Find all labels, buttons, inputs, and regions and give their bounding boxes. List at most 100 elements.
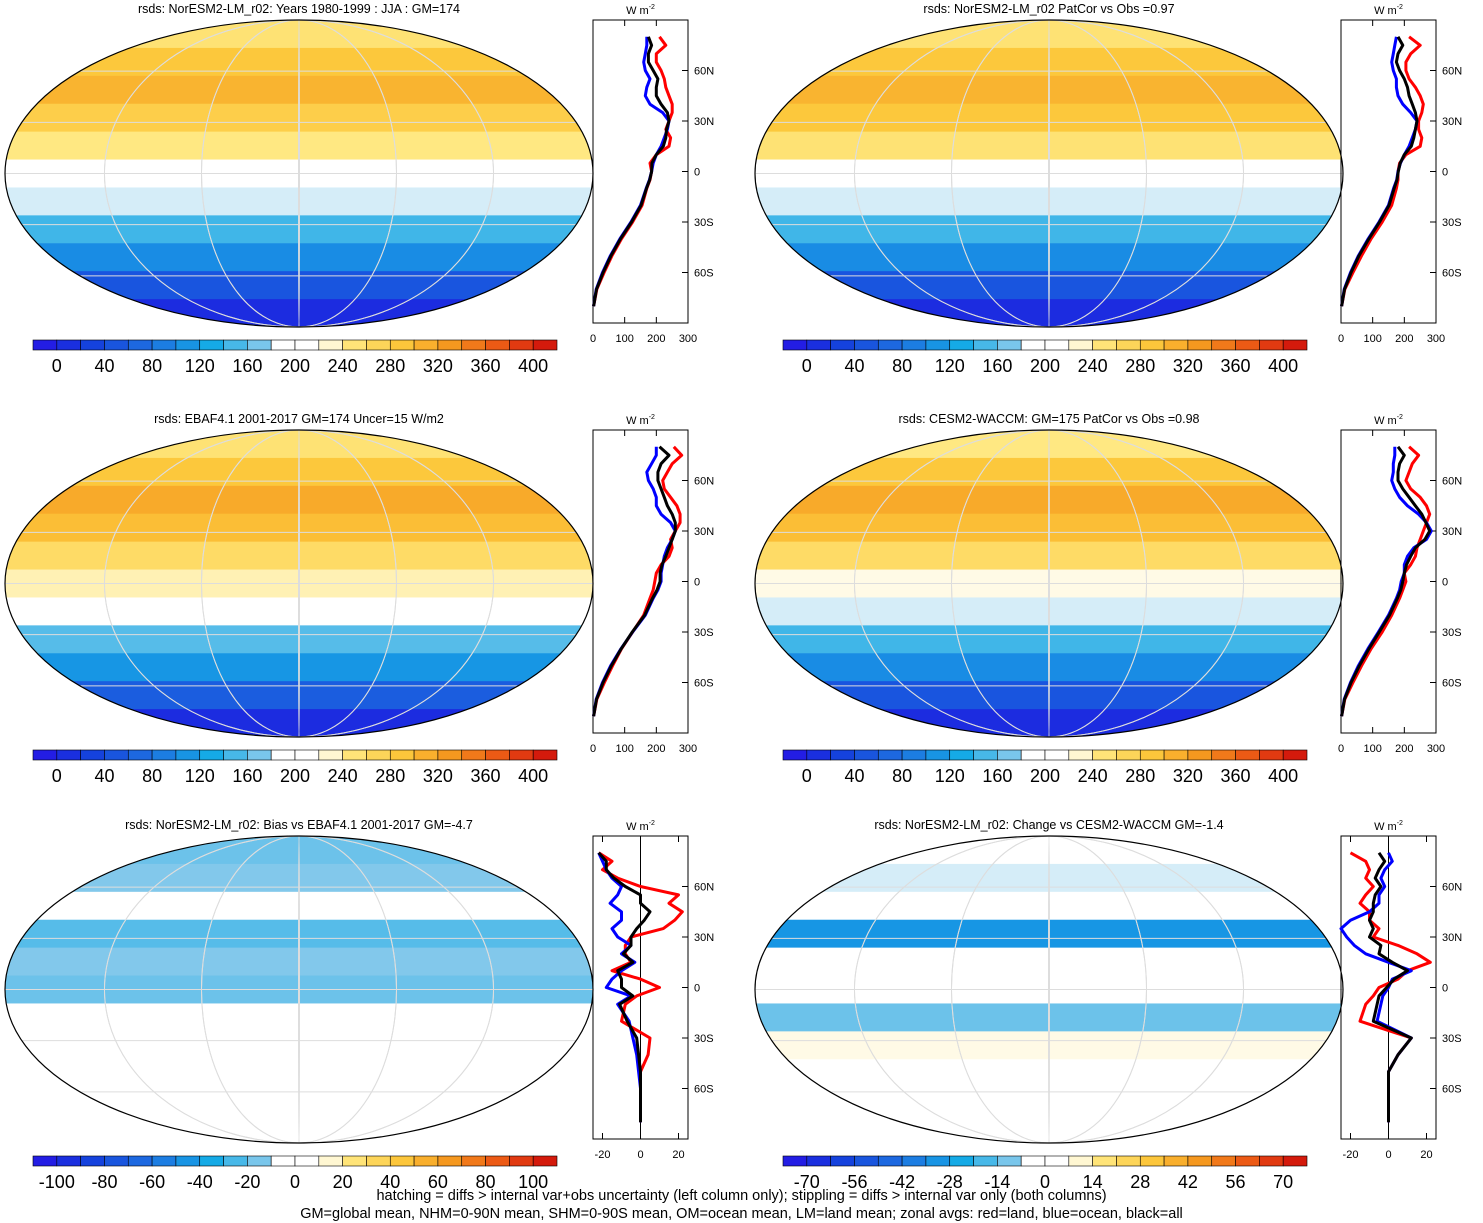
profile-xtick-label: 0 xyxy=(637,1149,643,1161)
colorbar-segment xyxy=(925,339,951,351)
profile-ytick-label: 30S xyxy=(1442,217,1462,229)
colorbar-tick-label: -56 xyxy=(841,1172,867,1192)
colorbar-segment xyxy=(1282,1155,1308,1167)
colorbar-segment xyxy=(1211,749,1236,761)
map-border xyxy=(754,835,1344,1144)
colorbar-segment xyxy=(437,1155,463,1167)
colorbar-segment xyxy=(223,339,248,351)
colorbar-segment xyxy=(1020,339,1046,351)
colorbar-segment xyxy=(1092,339,1117,351)
profile-ytick-label: 60N xyxy=(694,882,714,894)
profile-ytick-label: 30S xyxy=(694,1033,714,1045)
profile-ytick-label: 30N xyxy=(1442,116,1462,128)
colorbar-tick-label: 0 xyxy=(1040,1172,1050,1192)
colorbar-tick-label: -80 xyxy=(91,1172,117,1192)
colorbar-tick-label: 40 xyxy=(844,766,864,786)
colorbar-segment xyxy=(1211,339,1236,351)
colorbar-segment xyxy=(270,339,296,351)
panel-1: rsds: NorESM2-LM_r02: Years 1980-1999 : … xyxy=(4,2,714,376)
graticule-lon xyxy=(853,20,1245,327)
colorbar-tick-label: 240 xyxy=(1078,766,1108,786)
graticule-lon xyxy=(853,836,1245,1143)
colorbar-segment xyxy=(830,749,855,761)
map-field xyxy=(755,836,1343,1143)
colorbar-segment xyxy=(485,339,510,351)
profile-xtick-label: 100 xyxy=(1363,743,1381,755)
colorbar-tick-label: 280 xyxy=(1125,766,1155,786)
profile-ytick-label: 30S xyxy=(1442,627,1462,639)
profile-xtick-label: 200 xyxy=(1395,743,1413,755)
colorbar-tick-label: -28 xyxy=(937,1172,963,1192)
colorbar-segment xyxy=(127,749,153,761)
profile-unit-exponent: -2 xyxy=(649,4,655,11)
colorbar-segment xyxy=(389,1155,415,1167)
colorbar-segment xyxy=(997,1155,1022,1167)
profile-xtick-label: 0 xyxy=(590,743,596,755)
colorbar-tick-label: 0 xyxy=(802,356,812,376)
colorbar-segment xyxy=(1235,339,1260,351)
colorbar-segment xyxy=(32,339,58,351)
profile-unit: W m-2 xyxy=(1374,414,1403,427)
colorbar-segment xyxy=(1044,1155,1070,1167)
graticule-lon xyxy=(1048,430,1050,737)
profile-series-line xyxy=(597,852,642,1123)
colorbar-tick-label: 0 xyxy=(290,1172,300,1192)
panel-title: rsds: CESM2-WACCM: GM=175 PatCor vs Obs … xyxy=(898,412,1199,426)
colorbar-segment xyxy=(318,749,343,761)
profile-unit-exponent: -2 xyxy=(1397,414,1403,421)
colorbar-segment xyxy=(925,1155,951,1167)
colorbar-tick-label: 40 xyxy=(380,1172,400,1192)
colorbar-tick-label: 120 xyxy=(185,766,215,786)
profile-xtick-label: 300 xyxy=(1427,743,1445,755)
colorbar-tick-label: 360 xyxy=(471,766,501,786)
colorbar-segment xyxy=(342,339,367,351)
colorbar-segment xyxy=(175,749,201,761)
colorbar-tick-label: 200 xyxy=(280,356,310,376)
colorbar-segment xyxy=(1187,339,1213,351)
colorbar-segment xyxy=(223,1155,248,1167)
graticule-lon xyxy=(103,430,495,737)
profile-ytick-label: 0 xyxy=(694,167,700,179)
colorbar-tick-label: 200 xyxy=(1030,356,1060,376)
colorbar-segment xyxy=(1211,1155,1236,1167)
colorbar-tick-label: 40 xyxy=(844,356,864,376)
profile-ytick-label: 60S xyxy=(694,678,714,690)
colorbar-segment xyxy=(199,339,224,351)
colorbar-tick-label: -20 xyxy=(234,1172,260,1192)
colorbar: -70 -56 -42 -28 -14 0 14 28 42 56 70 xyxy=(782,1155,1308,1192)
colorbar-segment xyxy=(437,339,463,351)
colorbar-tick-label: -40 xyxy=(187,1172,213,1192)
footer-line-1: hatching = diffs > internal var+obs unce… xyxy=(376,1188,1107,1204)
profile-unit-exponent: -2 xyxy=(1397,820,1403,827)
colorbar-tick-label: 60 xyxy=(428,1172,448,1192)
colorbar-segment xyxy=(949,339,974,351)
graticule-lon xyxy=(950,836,1148,1143)
colorbar-segment xyxy=(877,1155,903,1167)
colorbar-segment xyxy=(32,1155,58,1167)
colorbar-tick-label: 320 xyxy=(1173,356,1203,376)
colorbar-segment xyxy=(461,749,486,761)
colorbar-segment xyxy=(1092,1155,1117,1167)
profile-frame xyxy=(1340,19,1437,324)
map-field xyxy=(755,430,1343,737)
panel-2: rsds: NorESM2-LM_r02 PatCor vs Obs =0.97… xyxy=(754,2,1462,376)
profile-frame xyxy=(592,429,689,734)
profile-ytick-label: 60N xyxy=(694,66,714,78)
colorbar-tick-label: -70 xyxy=(794,1172,820,1192)
profile-ytick-label: 0 xyxy=(694,577,700,589)
colorbar-segment xyxy=(830,339,855,351)
colorbar-segment xyxy=(949,1155,974,1167)
colorbar-segment xyxy=(151,339,177,351)
colorbar-tick-label: 400 xyxy=(1268,766,1298,786)
colorbar-tick-label: 240 xyxy=(328,766,358,786)
profile-xtick-label: 300 xyxy=(679,743,697,755)
map-field xyxy=(755,20,1343,327)
colorbar-tick-label: 40 xyxy=(94,356,114,376)
profile-ytick-label: 30N xyxy=(694,116,714,128)
colorbar-segment xyxy=(318,339,343,351)
colorbar-tick-label: 120 xyxy=(935,356,965,376)
colorbar-segment xyxy=(877,339,903,351)
colorbar-segment xyxy=(461,339,486,351)
colorbar-segment xyxy=(32,749,58,761)
colorbar-tick-label: 280 xyxy=(1125,356,1155,376)
